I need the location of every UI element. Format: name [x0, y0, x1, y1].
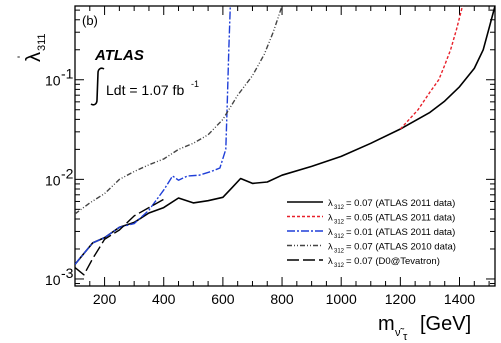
- y-tick-exponent: -2: [61, 165, 74, 181]
- legend-subscript: 312: [334, 220, 345, 226]
- legend-label: = 0.07 (ATLAS 2010 data): [346, 242, 456, 253]
- x-axis-subscript: ν̃: [395, 327, 405, 339]
- integral-sign-icon: [90, 67, 105, 106]
- legend-label: = 0.07 (D0@Tevatron): [346, 256, 440, 267]
- series-line-4: [75, 6, 283, 215]
- legend-item-2: λ 312 = 0.05 (ATLAS 2011 data): [287, 213, 455, 226]
- series-line-5: [75, 198, 165, 276]
- legend-symbol: λ: [328, 213, 333, 224]
- legend: λ 312 = 0.07 (ATLAS 2011 data)λ 312 = 0.05 (…: [287, 198, 456, 269]
- legend-symbol: λ: [328, 242, 333, 253]
- series-lines: [75, 6, 495, 276]
- experiment-label: ATLAS: [94, 47, 144, 64]
- x-axis-unit: [GeV]: [420, 313, 471, 335]
- luminosity-text: Ldt = 1.07 fb: [106, 82, 184, 98]
- legend-item-5: λ 312 = 0.07 (D0@Tevatron): [287, 256, 440, 269]
- x-tick-label: 600: [211, 291, 235, 307]
- luminosity-annotation: Ldt = 1.07 fb -1: [90, 67, 199, 106]
- luminosity-exponent: -1: [191, 79, 199, 89]
- legend-label: = 0.01 (ATLAS 2011 data): [346, 227, 455, 238]
- y-tick-exponent: -3: [61, 265, 74, 281]
- x-tick-label: 200: [93, 291, 117, 307]
- series-line-1: [75, 6, 495, 265]
- plot-frame: [74, 5, 496, 287]
- y-tick-base: 10: [45, 172, 61, 188]
- y-axis-prime: ': [16, 56, 28, 58]
- y-axis-symbol: λ: [23, 52, 45, 62]
- y-tick-label: 10 -3: [45, 265, 74, 288]
- y-tick-base: 10: [45, 272, 61, 288]
- x-tick-label: 1200: [385, 291, 416, 307]
- x-axis-subscript-tau: τ: [403, 331, 408, 343]
- legend-subscript: 312: [334, 234, 345, 240]
- panel-label: (b): [82, 13, 98, 28]
- y-tick-label: 10 -2: [45, 165, 74, 188]
- legend-subscript: 312: [334, 263, 345, 269]
- x-tick-label: 1000: [326, 291, 357, 307]
- legend-item-1: λ 312 = 0.07 (ATLAS 2011 data): [287, 198, 455, 211]
- y-tick-label: 10 -1: [45, 66, 74, 89]
- legend-item-4: λ 312 = 0.07 (ATLAS 2010 data): [287, 242, 456, 255]
- x-tick-label: 400: [152, 291, 176, 307]
- x-tick-label: 800: [270, 291, 294, 307]
- y-tick-exponent: -1: [61, 66, 74, 82]
- x-axis-label: m ν̃ τ [GeV]: [378, 313, 471, 343]
- legend-symbol: λ: [328, 198, 333, 209]
- legend-label: = 0.07 (ATLAS 2011 data): [346, 198, 455, 209]
- x-axis-symbol: m: [378, 313, 395, 335]
- legend-subscript: 312: [334, 249, 345, 255]
- legend-label: = 0.05 (ATLAS 2011 data): [346, 213, 455, 224]
- y-axis-subscript: 311: [36, 33, 48, 51]
- series-line-2: [399, 6, 464, 130]
- legend-subscript: 312: [334, 205, 345, 211]
- x-tick-label: 1400: [444, 291, 475, 307]
- y-axis-label: λ 311 ': [16, 33, 48, 62]
- y-tick-base: 10: [45, 73, 61, 89]
- legend-symbol: λ: [328, 256, 333, 267]
- legend-item-3: λ 312 = 0.01 (ATLAS 2011 data): [287, 227, 455, 240]
- legend-symbol: λ: [328, 227, 333, 238]
- series-line-3: [75, 6, 231, 265]
